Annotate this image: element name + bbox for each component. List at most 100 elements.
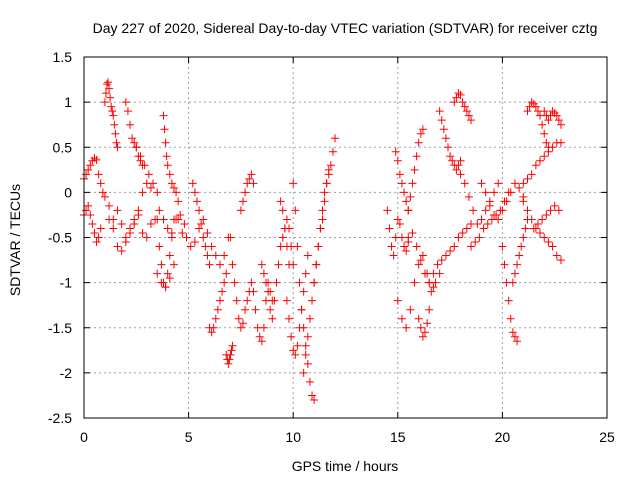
series-group-g [132, 143, 162, 197]
data-point [498, 206, 507, 215]
data-point [519, 179, 528, 188]
data-point [101, 89, 110, 98]
data-point [163, 161, 172, 170]
data-point [402, 323, 411, 332]
data-point [155, 242, 164, 251]
data-point [128, 134, 137, 143]
x-tick-label: 5 [185, 429, 193, 445]
data-point [538, 120, 547, 129]
x-axis-label: GPS time / hours [292, 458, 399, 474]
series-group-p [236, 170, 258, 215]
series-group-al [519, 138, 565, 188]
data-point [477, 215, 486, 224]
data-point [113, 206, 122, 215]
data-point [531, 102, 540, 111]
data-point [153, 269, 162, 278]
data-point [529, 224, 538, 233]
data-point [104, 78, 113, 87]
data-point [110, 120, 119, 129]
data-point [464, 192, 473, 201]
data-point [249, 287, 258, 296]
data-point [167, 233, 176, 242]
data-point [412, 152, 421, 161]
data-point [527, 98, 536, 107]
data-point [303, 332, 312, 341]
data-point [130, 219, 139, 228]
data-point [393, 215, 402, 224]
data-point [454, 161, 463, 170]
data-point [544, 147, 553, 156]
data-point [225, 355, 234, 364]
data-point [226, 350, 235, 359]
data-point [510, 269, 519, 278]
data-point [416, 129, 425, 138]
x-tick-label: 10 [285, 429, 301, 445]
data-point [245, 174, 254, 183]
data-point [109, 111, 118, 120]
data-point [481, 206, 490, 215]
data-point [420, 328, 429, 337]
data-point [146, 183, 155, 192]
data-point [161, 138, 170, 147]
data-point [218, 287, 227, 296]
data-point [155, 206, 164, 215]
data-point [291, 350, 300, 359]
data-point [397, 314, 406, 323]
data-point [182, 233, 191, 242]
data-point [458, 228, 467, 237]
data-point [278, 233, 287, 242]
data-point [548, 143, 557, 152]
series-group-x [391, 147, 413, 215]
data-point [247, 170, 256, 179]
data-point [262, 278, 271, 287]
series-group-am [519, 197, 565, 265]
series-group-v [310, 165, 333, 287]
data-point [199, 233, 208, 242]
data-point [552, 251, 561, 260]
data-point [236, 206, 245, 215]
data-point [540, 129, 549, 138]
x-tick-labels: 0 5 10 15 20 25 [80, 429, 615, 445]
data-point [523, 107, 532, 116]
data-point [418, 332, 427, 341]
data-point [458, 98, 467, 107]
data-point [94, 170, 103, 179]
data-point [301, 350, 310, 359]
data-point [404, 206, 413, 215]
data-point [211, 314, 220, 323]
data-point [387, 242, 396, 251]
data-point [450, 242, 459, 251]
data-point [462, 224, 471, 233]
series-group-ab [414, 305, 434, 341]
data-point [383, 206, 392, 215]
data-point [540, 107, 549, 116]
data-point [157, 260, 166, 269]
data-point [515, 251, 524, 260]
data-point [467, 116, 476, 125]
data-point [462, 107, 471, 116]
data-point [149, 179, 158, 188]
series-group-z [404, 125, 427, 215]
data-point [295, 323, 304, 332]
data-point [160, 125, 169, 134]
data-point [494, 179, 503, 188]
data-point [186, 242, 195, 251]
data-point [519, 233, 528, 242]
data-point [517, 242, 526, 251]
data-point [385, 224, 394, 233]
y-axis-label: SDTVAR / TECUs [7, 184, 23, 296]
data-point [312, 260, 321, 269]
data-point [444, 143, 453, 152]
data-point [190, 238, 199, 247]
data-point [82, 170, 91, 179]
data-point [126, 120, 135, 129]
data-point [96, 179, 105, 188]
data-point [506, 188, 515, 197]
data-point [542, 210, 551, 219]
data-point [450, 98, 459, 107]
data-point [86, 161, 95, 170]
data-point [203, 251, 212, 260]
data-point [301, 269, 310, 278]
data-point [408, 228, 417, 237]
